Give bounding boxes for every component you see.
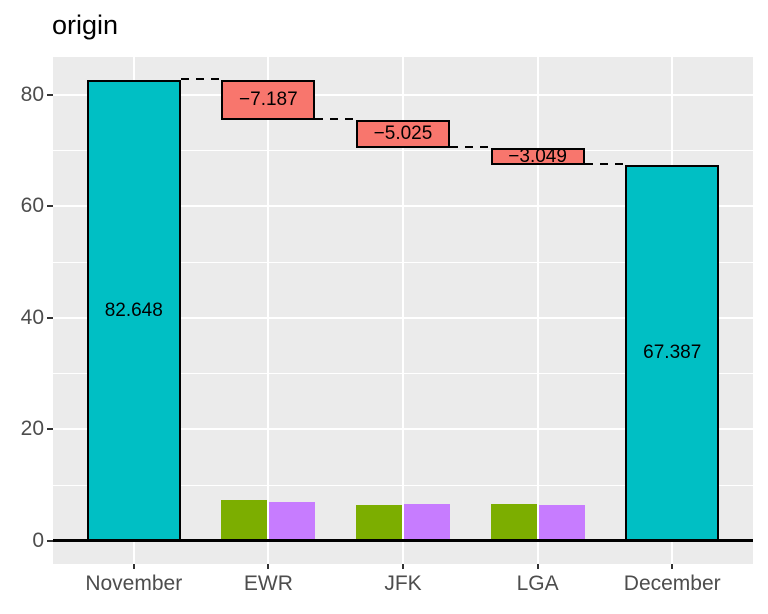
x-tick-mark [536,564,539,569]
mini-bar-green-jfk [356,504,402,541]
gridline-x-lga [536,57,539,564]
waterfall-bar-december: 67.387 [625,165,720,541]
mini-bar-purple-lga [538,504,585,541]
x-tick-label-november: November [85,572,183,595]
chart-title: origin [52,10,119,40]
x-tick-mark [402,564,404,569]
x-tick-label-lga: LGA [516,572,559,595]
y-tick-mark [47,428,53,431]
y-tick-label-60: 60 [20,194,44,218]
x-tick-label-december: December [623,572,721,595]
value-label-lga: −3.049 [508,145,567,167]
y-tick-mark [47,539,53,542]
connector-ewr-jfk [315,118,356,121]
mini-bar-purple-ewr [269,501,316,541]
waterfall-bar-ewr: −7.187 [221,80,316,121]
value-label-ewr: −7.187 [239,89,298,111]
waterfall-bar-november: 82.648 [86,80,181,541]
mini-bar-purple-jfk [404,503,450,541]
y-tick-label-20: 20 [20,417,44,441]
waterfall-bar-jfk: −5.025 [356,120,450,149]
mini-bar-green-ewr [221,499,268,541]
y-tick-label-40: 40 [20,305,44,329]
y-tick-mark [47,316,53,319]
zero-baseline [53,539,753,543]
x-tick-label-jfk: JFK [384,572,422,595]
connector-jfk-lga [450,146,491,149]
y-tick-mark [47,93,53,96]
y-tick-mark [47,205,53,208]
y-tick-label-80: 80 [20,82,44,106]
x-tick-label-ewr: EWR [243,572,293,595]
value-label-november: 82.648 [104,299,163,321]
gridline-x-ewr [267,57,270,564]
mini-bar-green-lga [490,503,537,541]
connector-lga-december [584,163,626,166]
plot-panel: 82.648 −7.187 −5.025 −3.049 67.387 [53,57,753,564]
x-tick-mark [132,564,135,569]
y-tick-label-0: 0 [32,528,44,552]
x-tick-mark [671,564,674,569]
gridline-x-jfk [402,57,404,564]
waterfall-bar-lga: −3.049 [490,145,585,167]
x-tick-mark [267,564,270,569]
value-label-jfk: −5.025 [373,123,433,145]
value-label-december: 67.387 [643,342,702,364]
connector-november-ewr [180,78,222,81]
